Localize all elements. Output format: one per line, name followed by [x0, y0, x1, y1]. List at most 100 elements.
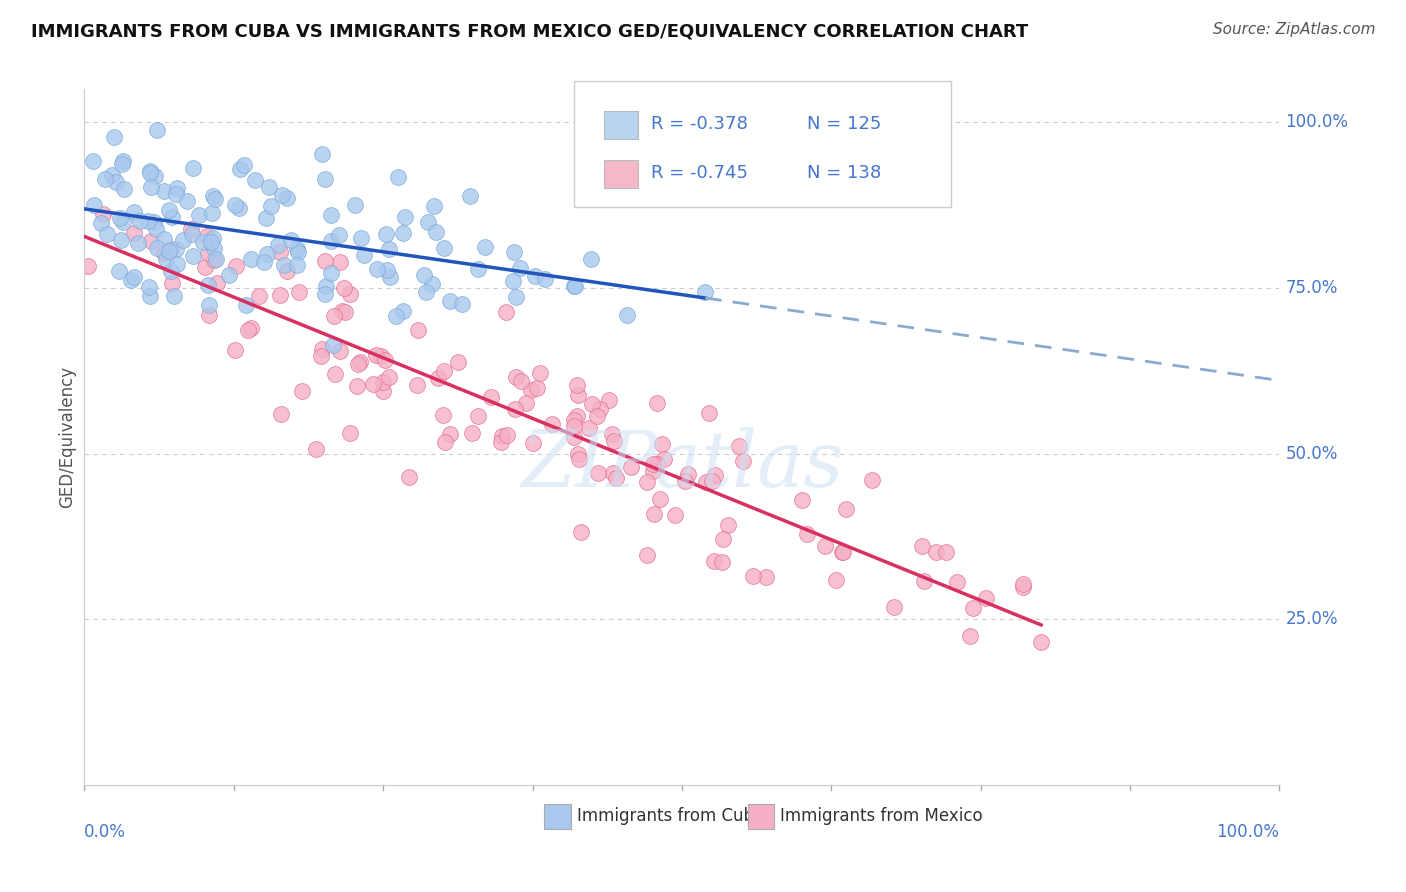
Point: [127, 235, 149, 250]
Point: [700, 474, 723, 488]
Point: [602, 426, 624, 441]
Point: [654, 451, 676, 466]
Point: [141, 179, 163, 194]
Point: [349, 355, 371, 369]
Point: [643, 507, 665, 521]
Point: [371, 384, 394, 398]
Text: R = -0.745: R = -0.745: [651, 164, 748, 182]
FancyBboxPatch shape: [748, 804, 773, 829]
Point: [467, 262, 489, 277]
Point: [309, 350, 332, 364]
Point: [139, 235, 162, 249]
Point: [636, 548, 658, 562]
Point: [1011, 576, 1033, 591]
Point: [239, 321, 262, 335]
Point: [153, 245, 176, 260]
Point: [451, 297, 474, 311]
Point: [285, 258, 308, 272]
Text: 25.0%: 25.0%: [1285, 610, 1339, 628]
Text: Immigrants from Cuba: Immigrants from Cuba: [576, 807, 763, 825]
Point: [860, 474, 883, 488]
Point: [664, 508, 686, 522]
Point: [813, 539, 835, 553]
Point: [717, 517, 740, 532]
Point: [197, 308, 219, 322]
Point: [467, 409, 489, 423]
Point: [603, 434, 626, 448]
Point: [676, 467, 699, 481]
Point: [427, 371, 450, 385]
Point: [224, 343, 246, 358]
Point: [569, 525, 592, 540]
Point: [269, 245, 291, 260]
Point: [129, 214, 152, 228]
Point: [83, 198, 105, 212]
Point: [218, 268, 240, 283]
Point: [311, 147, 333, 161]
Point: [314, 254, 336, 268]
Point: [101, 168, 124, 182]
Point: [166, 257, 188, 271]
Point: [703, 554, 725, 568]
Point: [567, 446, 589, 460]
Text: 100.0%: 100.0%: [1216, 823, 1279, 841]
Text: 50.0%: 50.0%: [1285, 444, 1339, 463]
Text: R = -0.378: R = -0.378: [651, 115, 748, 133]
Point: [197, 245, 219, 260]
Point: [181, 161, 204, 175]
Point: [276, 264, 298, 278]
Point: [122, 227, 145, 241]
Point: [346, 379, 368, 393]
Point: [110, 157, 132, 171]
Point: [153, 184, 176, 198]
Point: [103, 130, 125, 145]
Point: [314, 172, 336, 186]
Point: [204, 193, 226, 207]
Point: [200, 235, 222, 249]
Point: [315, 279, 337, 293]
Point: [374, 227, 396, 241]
Point: [197, 277, 219, 292]
Point: [159, 264, 181, 278]
Point: [458, 188, 481, 202]
Point: [510, 374, 533, 388]
Point: [160, 242, 183, 256]
Point: [755, 570, 778, 584]
Point: [489, 435, 512, 450]
Point: [366, 349, 388, 363]
Point: [579, 252, 602, 266]
Point: [238, 323, 260, 337]
Point: [240, 252, 263, 266]
Point: [620, 459, 643, 474]
Point: [648, 491, 671, 506]
Point: [439, 294, 461, 309]
Point: [139, 289, 162, 303]
Point: [526, 381, 548, 395]
Point: [384, 309, 406, 323]
Point: [110, 233, 132, 247]
Point: [259, 179, 281, 194]
Point: [406, 378, 429, 392]
Point: [202, 231, 225, 245]
Point: [616, 309, 638, 323]
Point: [139, 164, 162, 178]
Point: [321, 234, 343, 248]
Point: [433, 364, 456, 378]
Point: [322, 337, 344, 351]
Point: [112, 215, 135, 229]
Text: Source: ZipAtlas.com: Source: ZipAtlas.com: [1212, 22, 1375, 37]
Point: [605, 471, 627, 485]
Point: [1012, 580, 1035, 594]
Point: [138, 280, 160, 294]
Point: [180, 227, 202, 242]
Point: [163, 289, 186, 303]
Point: [523, 269, 546, 284]
Point: [387, 169, 409, 184]
FancyBboxPatch shape: [575, 81, 950, 208]
Point: [350, 231, 373, 245]
Point: [515, 396, 537, 410]
Point: [711, 532, 734, 546]
Point: [207, 277, 229, 291]
Point: [162, 276, 184, 290]
Text: Immigrants from Mexico: Immigrants from Mexico: [780, 807, 983, 825]
